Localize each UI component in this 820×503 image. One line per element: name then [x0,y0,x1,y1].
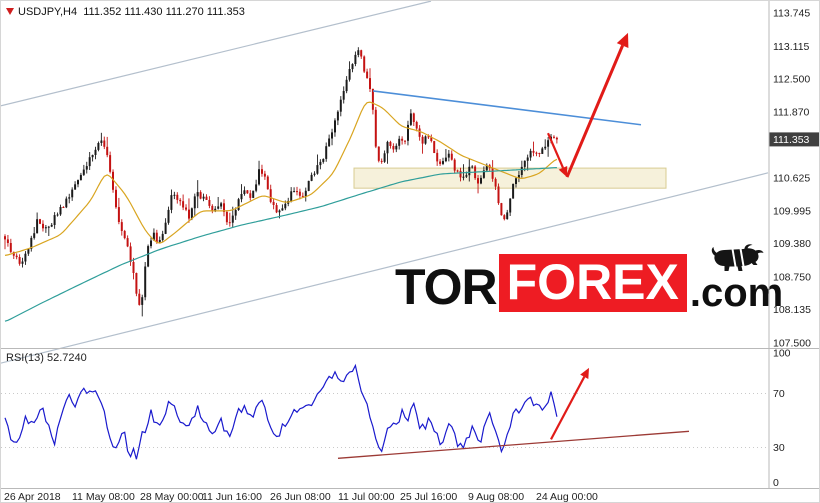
chart-marker-icon [6,8,14,15]
svg-text:109.995: 109.995 [773,206,811,218]
svg-text:25 Jul 16:00: 25 Jul 16:00 [400,491,457,503]
svg-text:111.353: 111.353 [773,134,810,146]
svg-text:30: 30 [773,442,785,454]
svg-text:100: 100 [773,348,791,360]
watermark-forex-text: FOREX [498,254,687,312]
panel-separators [1,348,819,489]
symbol-ohlc-label: USDJPY,H4 111.352 111.430 111.270 111.35… [18,6,245,18]
svg-text:24 Aug 00:00: 24 Aug 00:00 [536,491,598,503]
ma-fast-line [4,101,558,256]
svg-text:11 Jun 16:00: 11 Jun 16:00 [202,491,262,503]
svg-text:111.870: 111.870 [773,107,810,119]
svg-text:113.745: 113.745 [773,8,810,20]
svg-text:113.115: 113.115 [773,41,810,53]
candlestick-series [4,47,558,317]
svg-text:108.135: 108.135 [773,304,811,316]
svg-text:112.500: 112.500 [773,73,810,85]
resistance-trendline [372,90,642,126]
support-zone [353,167,667,189]
ascending-channel-lines [1,1,769,364]
svg-text:9 Aug 08:00: 9 Aug 08:00 [468,491,524,503]
rsi-axis: 100 70 30 0 [773,348,791,490]
watermark-com-text: .com [689,271,784,315]
current-price-badge: 111.353 [769,132,819,147]
rsi-indicator-label: RSI(13) 52.7240 [6,352,87,364]
svg-text:11 May 08:00: 11 May 08:00 [72,491,135,503]
bull-logo-icon [711,244,764,271]
svg-text:11 Jul 00:00: 11 Jul 00:00 [338,491,395,503]
svg-text:109.380: 109.380 [773,238,811,250]
torforex-watermark: TOR FOREX .com [395,244,784,315]
svg-text:0: 0 [773,477,779,489]
forecast-arrows [546,32,629,440]
svg-text:110.625: 110.625 [773,172,810,184]
rsi-panel [1,363,768,460]
svg-text:107.500: 107.500 [773,338,811,350]
svg-text:26 Jun 08:00: 26 Jun 08:00 [270,491,331,503]
svg-text:28 May 00:00: 28 May 00:00 [140,491,204,503]
price-axis: 113.745 113.115 112.500 111.870 110.625 109.9… [768,1,811,488]
svg-text:70: 70 [773,388,785,400]
watermark-tor-text: TOR [395,259,498,315]
svg-text:108.750: 108.750 [773,271,811,283]
svg-text:26 Apr 2018: 26 Apr 2018 [4,491,61,503]
ma-slow-line [4,167,557,322]
